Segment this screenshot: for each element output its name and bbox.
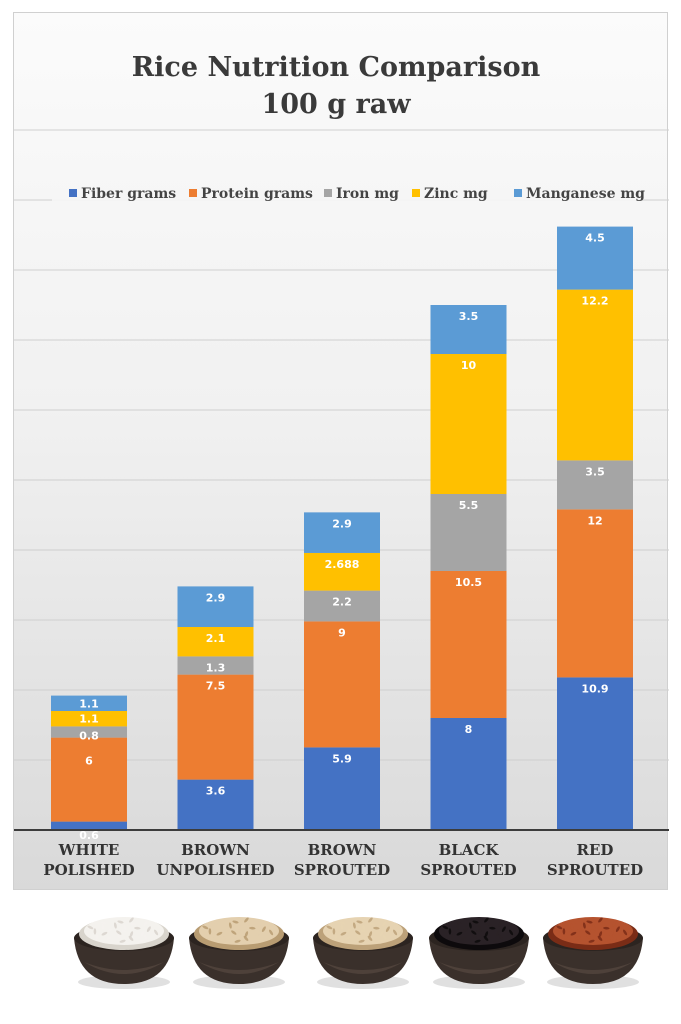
legend-swatch (189, 189, 197, 197)
category-label: WHITE (58, 841, 120, 859)
legend: Fiber grams Protein grams Iron mg Zinc mg Ma… (69, 186, 645, 202)
red-rice-bowl-icon (543, 917, 643, 989)
brown-rice-bowl-icon (189, 917, 289, 989)
chart-title: Rice Nutrition Comparison (132, 52, 541, 83)
bar-segment (430, 571, 507, 718)
legend-swatch (514, 189, 522, 197)
bar-segment (557, 677, 633, 830)
data-label: 3.5 (585, 465, 605, 478)
legend-swatch (324, 189, 332, 197)
legend-label: Iron mg (336, 186, 399, 202)
stacked-bar-chart: Rice Nutrition Comparison 100 g raw Fibe… (14, 52, 669, 879)
data-label: 1.1 (79, 697, 99, 710)
bar-segment (557, 289, 633, 461)
bar-segment (51, 695, 127, 711)
bar-segment (304, 747, 380, 830)
data-label: 6 (85, 755, 93, 768)
legend-label: Fiber grams (81, 186, 176, 202)
data-label: 3.6 (206, 785, 226, 798)
category-label: BROWN (181, 841, 250, 859)
sprouted-brown-rice-bowl-icon (313, 917, 413, 989)
bar-segment (177, 656, 254, 675)
legend-swatch (69, 189, 77, 197)
bar-segment (177, 674, 254, 780)
data-labels: 0.6 6 0.8 1.1 1.1 3.6 7.5 1.3 2.1 2.9 5.9 9 2.2 2.688… (79, 232, 608, 842)
category-label: SPROUTED (294, 861, 390, 879)
data-label: 12 (587, 514, 602, 527)
bar-segment (304, 621, 380, 748)
data-label: 8 (465, 723, 473, 736)
bar-segment (557, 460, 633, 510)
data-label: 0.8 (79, 729, 99, 742)
category-label: POLISHED (43, 861, 134, 879)
data-label: 2.688 (325, 558, 360, 571)
legend-item: Fiber grams (69, 186, 176, 202)
category-labels: WHITE POLISHED BROWN UNPOLISHED BROWN SPROUTE… (43, 841, 643, 879)
data-label: 3.5 (459, 310, 479, 323)
data-label: 5.5 (459, 499, 479, 512)
data-label: 12.2 (581, 295, 608, 308)
data-label: 1.3 (206, 661, 226, 674)
chart-area: Rice Nutrition Comparison 100 g raw Fibe… (13, 12, 669, 890)
bar-segment (430, 305, 507, 354)
bar-segment (304, 552, 380, 591)
data-label: 0.6 (79, 829, 99, 842)
legend-box (52, 177, 642, 211)
bar-segment (430, 354, 507, 494)
data-label: 10.5 (455, 576, 482, 589)
legend-label: Protein grams (201, 186, 313, 202)
data-label: 9 (338, 626, 346, 639)
bar-segment (177, 779, 254, 830)
bars (51, 226, 633, 830)
white-rice-bowl-icon (74, 917, 174, 989)
bar-segment (557, 509, 633, 678)
legend-item: Iron mg (324, 186, 399, 202)
data-label: 7.5 (206, 680, 226, 693)
bar-segment (177, 586, 254, 627)
bar-segment (304, 512, 380, 553)
data-label: 10 (461, 359, 477, 372)
data-label: 2.1 (206, 632, 226, 645)
bar-segment (51, 737, 127, 822)
legend-item: Manganese mg (514, 186, 645, 202)
legend-item: Protein grams (189, 186, 313, 202)
category-label: RED (577, 841, 614, 859)
bar-segment (304, 590, 380, 622)
legend-item: Zinc mg (412, 186, 488, 202)
bar-segment (430, 494, 507, 571)
category-label: SPROUTED (420, 861, 516, 879)
data-label: 10.9 (581, 682, 608, 695)
bar-segment (51, 711, 127, 727)
legend-label: Manganese mg (526, 186, 645, 202)
data-label: 5.9 (332, 752, 352, 765)
data-label: 2.9 (206, 591, 226, 604)
legend-swatch (412, 189, 420, 197)
data-label: 1.1 (79, 713, 99, 726)
bar-segment (557, 226, 633, 290)
data-label: 2.9 (332, 517, 352, 530)
rice-bowls-strip (74, 917, 643, 989)
bar-segment (51, 821, 127, 830)
category-label: BROWN (308, 841, 377, 859)
category-label: UNPOLISHED (156, 861, 274, 879)
category-label: SPROUTED (547, 861, 643, 879)
legend-label: Zinc mg (424, 186, 488, 202)
data-label: 2.2 (332, 596, 352, 609)
bar-segment (430, 718, 507, 830)
bar-segment (177, 627, 254, 657)
chart-subtitle: 100 g raw (261, 89, 411, 120)
data-label: 4.5 (585, 232, 605, 245)
bar-segment (51, 726, 127, 738)
black-rice-bowl-icon (429, 917, 529, 989)
category-label: BLACK (439, 841, 500, 859)
